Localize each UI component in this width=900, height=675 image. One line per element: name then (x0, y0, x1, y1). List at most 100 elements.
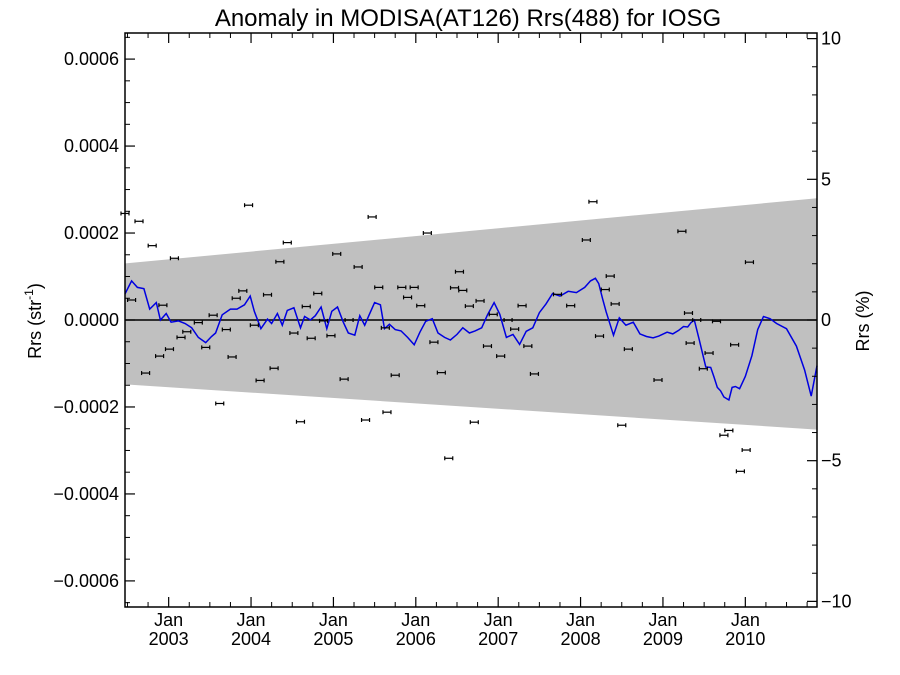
data-point (344, 318, 354, 322)
data-point (496, 354, 506, 359)
data-point (295, 419, 306, 424)
blue-series-line (124, 277, 818, 402)
black-points-series (120, 199, 755, 474)
x-tick-year: 2003 (149, 629, 189, 649)
x-tick-year: 2006 (396, 629, 436, 649)
axis-ticks: 0.0006 0.0004 0.0002 0.0000 −0.0002 −0.0004 −0… (53, 29, 851, 649)
chart-title: Anomaly in MODISA(AT126) Rrs(488) for IO… (215, 5, 721, 32)
data-point (409, 285, 419, 290)
x-tick-year: 2007 (478, 629, 518, 649)
data-point (503, 318, 513, 322)
data-point (685, 341, 695, 346)
x-tick-month: Jan (401, 610, 430, 630)
data-point (594, 334, 605, 339)
x-tick-month: Jan (484, 610, 513, 630)
data-point (269, 366, 279, 371)
x-tick-month: Jan (154, 610, 183, 630)
data-point (255, 378, 265, 383)
data-point (301, 304, 311, 309)
y-tick-label: 0.0004 (64, 136, 119, 156)
y-tick-label: −0.0006 (53, 571, 119, 591)
data-point (617, 423, 627, 428)
x-tick-year: 2009 (643, 629, 683, 649)
data-point (332, 251, 342, 256)
data-point (523, 344, 533, 349)
data-point (215, 401, 225, 406)
data-point (397, 285, 407, 290)
data-point (201, 345, 211, 350)
data-point (464, 304, 474, 309)
band-area (125, 198, 817, 430)
y2-tick-label: 5 (821, 169, 831, 189)
data-point (367, 214, 377, 219)
data-point (610, 301, 620, 306)
data-point (735, 469, 745, 474)
data-point (360, 418, 371, 423)
data-point (719, 433, 729, 438)
data-point (653, 378, 663, 383)
uncertainty-band (125, 198, 817, 430)
data-point (552, 292, 563, 297)
data-point (402, 295, 413, 300)
y2-tick-label: 0 (821, 310, 831, 330)
data-point (730, 342, 740, 347)
data-point (289, 331, 299, 336)
data-point (238, 288, 248, 293)
data-point (390, 373, 400, 378)
data-point (677, 229, 687, 234)
data-point (193, 320, 203, 325)
data-point (724, 428, 734, 433)
data-point (326, 333, 336, 338)
data-point (208, 313, 218, 318)
x-tick-year: 2010 (725, 629, 765, 649)
data-point (249, 323, 259, 328)
data-point (482, 344, 493, 349)
data-point (318, 318, 329, 323)
x-tick-month: Jan (319, 610, 348, 630)
data-point (227, 354, 237, 359)
data-point (243, 203, 254, 208)
data-point (313, 291, 323, 296)
x-tick-month: Jan (566, 610, 595, 630)
x-tick-year: 2004 (231, 629, 271, 649)
data-point (454, 269, 465, 274)
data-point (374, 285, 384, 290)
data-point (231, 296, 241, 301)
y-tick-label: −0.0004 (53, 484, 119, 504)
data-point (517, 303, 527, 308)
data-point (382, 410, 392, 415)
data-point (600, 287, 610, 292)
data-point (698, 366, 708, 371)
data-point (566, 303, 576, 308)
data-point (416, 303, 426, 308)
data-point (353, 264, 363, 269)
data-point (275, 259, 285, 264)
y2-tick-label: −10 (821, 591, 852, 611)
data-point (429, 340, 439, 345)
y-tick-label: 0.0000 (64, 310, 119, 330)
data-point (140, 371, 151, 376)
data-point (436, 370, 446, 375)
y-axis-label: Rrs (str-1) (22, 283, 45, 359)
data-point (282, 240, 292, 245)
data-point (158, 303, 168, 308)
data-point (744, 260, 755, 265)
data-point (221, 327, 231, 332)
data-point (339, 377, 349, 382)
data-point (683, 311, 694, 316)
data-point (134, 219, 144, 224)
x-tick-month: Jan (648, 610, 677, 630)
data-point (147, 243, 157, 248)
data-point (704, 351, 714, 356)
x-tick-month: Jan (731, 610, 760, 630)
data-point (692, 318, 702, 322)
data-point (262, 292, 273, 297)
data-point (469, 420, 479, 425)
data-point (475, 298, 485, 303)
data-point (380, 325, 390, 330)
data-point (458, 288, 468, 293)
data-point (444, 456, 454, 461)
data-point (581, 237, 591, 242)
y-tick-label: 0.0002 (64, 223, 119, 243)
